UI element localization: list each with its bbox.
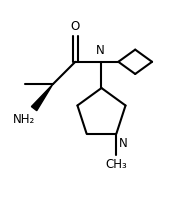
Text: O: O	[71, 20, 80, 33]
Text: CH₃: CH₃	[105, 158, 127, 171]
Text: NH₂: NH₂	[13, 113, 35, 126]
Polygon shape	[31, 84, 53, 111]
Text: N: N	[119, 137, 128, 151]
Text: N: N	[96, 44, 105, 57]
